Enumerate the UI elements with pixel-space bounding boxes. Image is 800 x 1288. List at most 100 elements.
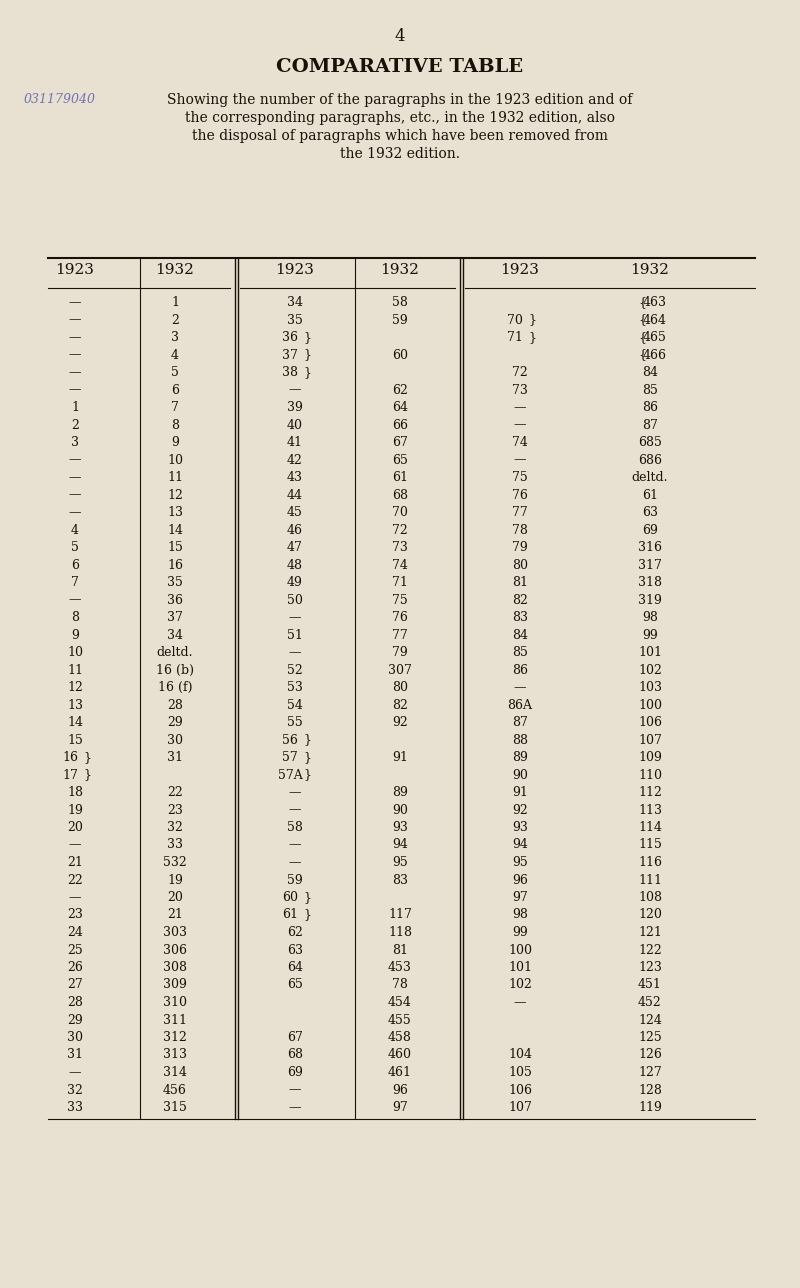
Text: 103: 103 (638, 681, 662, 694)
Text: 90: 90 (512, 769, 528, 782)
Text: 107: 107 (508, 1101, 532, 1114)
Text: 58: 58 (287, 820, 303, 835)
Text: 14: 14 (167, 523, 183, 537)
Text: 1932: 1932 (381, 263, 419, 277)
Text: 34: 34 (287, 296, 303, 309)
Text: 21: 21 (167, 908, 183, 921)
Text: 41: 41 (287, 437, 303, 450)
Text: 118: 118 (388, 926, 412, 939)
Text: 63: 63 (642, 506, 658, 519)
Text: 43: 43 (287, 471, 303, 484)
Text: 4: 4 (394, 28, 406, 45)
Text: {: { (638, 349, 646, 362)
Text: —: — (69, 366, 82, 379)
Text: 311: 311 (163, 1014, 187, 1027)
Text: 29: 29 (167, 716, 183, 729)
Text: 1932: 1932 (155, 263, 194, 277)
Text: 75: 75 (392, 594, 408, 607)
Text: 85: 85 (512, 647, 528, 659)
Text: 12: 12 (167, 488, 183, 501)
Text: 110: 110 (638, 769, 662, 782)
Text: 51: 51 (287, 629, 303, 641)
Text: 70: 70 (507, 313, 523, 326)
Text: }: } (303, 891, 311, 904)
Text: —: — (69, 891, 82, 904)
Text: 8: 8 (171, 419, 179, 431)
Text: 26: 26 (67, 961, 83, 974)
Text: 93: 93 (512, 820, 528, 835)
Text: 115: 115 (638, 838, 662, 851)
Text: 15: 15 (167, 541, 183, 554)
Text: 38: 38 (282, 366, 298, 379)
Text: 13: 13 (167, 506, 183, 519)
Text: 117: 117 (388, 908, 412, 921)
Text: }: } (83, 751, 91, 764)
Text: 85: 85 (642, 384, 658, 397)
Text: 461: 461 (388, 1066, 412, 1079)
Text: }: } (303, 751, 311, 764)
Text: {: { (638, 331, 646, 344)
Text: —: — (289, 1083, 302, 1096)
Text: 9: 9 (71, 629, 79, 641)
Text: —: — (69, 384, 82, 397)
Text: 20: 20 (167, 891, 183, 904)
Text: 77: 77 (512, 506, 528, 519)
Text: 7: 7 (171, 401, 179, 413)
Text: 453: 453 (388, 961, 412, 974)
Text: 532: 532 (163, 857, 187, 869)
Text: 69: 69 (642, 523, 658, 537)
Text: the 1932 edition.: the 1932 edition. (340, 147, 460, 161)
Text: 83: 83 (392, 873, 408, 886)
Text: 19: 19 (167, 873, 183, 886)
Text: 78: 78 (392, 979, 408, 992)
Text: 80: 80 (392, 681, 408, 694)
Text: deltd.: deltd. (157, 647, 194, 659)
Text: 71: 71 (507, 331, 523, 344)
Text: 91: 91 (512, 786, 528, 799)
Text: 89: 89 (512, 751, 528, 764)
Text: 81: 81 (512, 576, 528, 589)
Text: 306: 306 (163, 944, 187, 957)
Text: 2: 2 (171, 313, 179, 326)
Text: —: — (289, 647, 302, 659)
Text: }: } (303, 331, 311, 344)
Text: 66: 66 (392, 419, 408, 431)
Text: —: — (289, 838, 302, 851)
Text: 313: 313 (163, 1048, 187, 1061)
Text: 88: 88 (512, 733, 528, 747)
Text: 64: 64 (392, 401, 408, 413)
Text: 128: 128 (638, 1083, 662, 1096)
Text: 318: 318 (638, 576, 662, 589)
Text: the disposal of paragraphs which have been removed from: the disposal of paragraphs which have be… (192, 129, 608, 143)
Text: 1: 1 (71, 401, 79, 413)
Text: 19: 19 (67, 804, 83, 817)
Text: 458: 458 (388, 1030, 412, 1045)
Text: 6: 6 (71, 559, 79, 572)
Text: 112: 112 (638, 786, 662, 799)
Text: }: } (303, 366, 311, 379)
Text: 34: 34 (167, 629, 183, 641)
Text: 101: 101 (508, 961, 532, 974)
Text: 105: 105 (508, 1066, 532, 1079)
Text: —: — (514, 453, 526, 466)
Text: —: — (69, 331, 82, 344)
Text: 62: 62 (287, 926, 303, 939)
Text: COMPARATIVE TABLE: COMPARATIVE TABLE (277, 58, 523, 76)
Text: 317: 317 (638, 559, 662, 572)
Text: 95: 95 (392, 857, 408, 869)
Text: 86A: 86A (507, 698, 533, 711)
Text: 89: 89 (392, 786, 408, 799)
Text: 307: 307 (388, 663, 412, 676)
Text: 70: 70 (392, 506, 408, 519)
Text: 16: 16 (62, 751, 78, 764)
Text: —: — (289, 384, 302, 397)
Text: 10: 10 (67, 647, 83, 659)
Text: 83: 83 (512, 611, 528, 623)
Text: 107: 107 (638, 733, 662, 747)
Text: 17: 17 (62, 769, 78, 782)
Text: 74: 74 (392, 559, 408, 572)
Text: }: } (303, 733, 311, 747)
Text: 76: 76 (392, 611, 408, 623)
Text: 460: 460 (388, 1048, 412, 1061)
Text: 309: 309 (163, 979, 187, 992)
